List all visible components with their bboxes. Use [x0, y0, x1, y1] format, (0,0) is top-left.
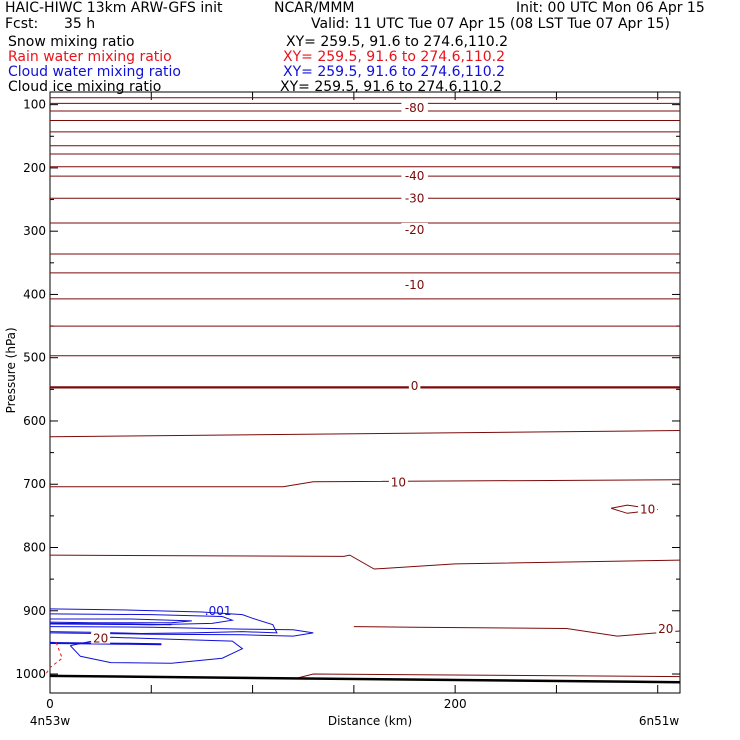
contour-label-gap: [638, 502, 658, 515]
field-name-cloud-ice: Cloud ice mixing ratio: [8, 79, 162, 95]
field-xy-rain: XY= 259.5, 91.6 to 274.6,110.2: [283, 49, 506, 65]
contour-label-gap: [401, 277, 428, 290]
temperature-contour-label: 10: [391, 475, 406, 489]
y-tick-label: 600: [23, 414, 46, 428]
temperature-contour-label: -20: [405, 223, 425, 237]
temperature-contour: [50, 479, 681, 488]
y-tick-label: 100: [23, 98, 46, 112]
plot-frame: [49, 91, 681, 694]
field-name-cloud-water: Cloud water mixing ratio: [8, 64, 181, 80]
temperature-contour: [49, 430, 681, 438]
temperature-contour-label: 10: [640, 503, 655, 517]
x-axis-title: Distance (km): [328, 714, 412, 728]
cloud-water-contour: [49, 622, 172, 626]
field-xy-cloud-ice: XY= 259.5, 91.6 to 274.6,110.2: [280, 79, 503, 95]
right-endpoint-label: 6n51w: [639, 714, 680, 728]
contour-label-gap: [388, 475, 408, 488]
contour-label-gap: [401, 100, 428, 113]
y-axis-title: Pressure (hPa): [4, 327, 18, 413]
cloud-water-contour-thick: [49, 642, 162, 646]
contour-label-gap: [401, 191, 428, 204]
temperature-contour-label: 0: [411, 379, 419, 393]
contour-label-gap: [91, 631, 111, 644]
init-time: Init: 00 UTC Mon 06 Apr 15: [516, 0, 705, 16]
temperature-contour-label: 20: [93, 632, 108, 646]
contour-label-gap: [401, 222, 428, 235]
valid-time: Valid: 11 UTC Tue 07 Apr 15 (08 LST Tue …: [311, 16, 670, 32]
temperature-contour-label: -40: [405, 169, 425, 183]
left-endpoint-label: 4n53w: [30, 714, 71, 728]
x-tick-label: 0: [46, 697, 54, 711]
fcst-label: Fcst:: [5, 16, 39, 32]
temperature-contour-label: -30: [405, 191, 425, 205]
field-name-rain: Rain water mixing ratio: [8, 49, 172, 65]
rain-contour: [45, 642, 63, 675]
y-tick-label: 1000: [15, 667, 46, 681]
cloud-water-label: .001: [205, 604, 232, 618]
x-tick-label: 200: [444, 697, 467, 711]
field-name-snow: Snow mixing ratio: [8, 34, 135, 50]
temperature-contour-closed: [610, 504, 658, 514]
field-xy-cloud-water: XY= 259.5, 91.6 to 274.6,110.2: [283, 64, 506, 80]
y-tick-label: 700: [23, 477, 46, 491]
y-tick-label: 300: [23, 224, 46, 238]
model-title: HAIC-HIWC 13km ARW-GFS init: [5, 0, 223, 16]
contour-label-gap: [408, 379, 421, 392]
cloud-water-contour: [49, 618, 192, 624]
temperature-contour: [49, 554, 681, 570]
temperature-contour-label: -80: [405, 101, 425, 115]
cloud-water-contour: [49, 608, 278, 635]
field-xy-snow: XY= 259.5, 91.6 to 274.6,110.2: [286, 34, 509, 50]
cloud-water-contour: [69, 636, 244, 664]
temperature-contour-label: 20: [658, 622, 673, 636]
y-tick-label: 400: [23, 287, 46, 301]
contour-label-gap: [401, 169, 428, 182]
temperature-contour: [353, 626, 681, 637]
center-name: NCAR/MMM: [274, 0, 355, 16]
y-tick-label: 200: [23, 161, 46, 175]
surface-line: [49, 674, 681, 684]
temperature-contour-label: -10: [405, 278, 425, 292]
y-tick-label: 900: [23, 604, 46, 618]
fcst-value: 35 h: [64, 16, 96, 32]
contour-label-gap: [656, 622, 676, 635]
y-tick-label: 500: [23, 351, 46, 365]
cloud-water-contour: [49, 626, 314, 637]
y-tick-label: 800: [23, 540, 46, 554]
